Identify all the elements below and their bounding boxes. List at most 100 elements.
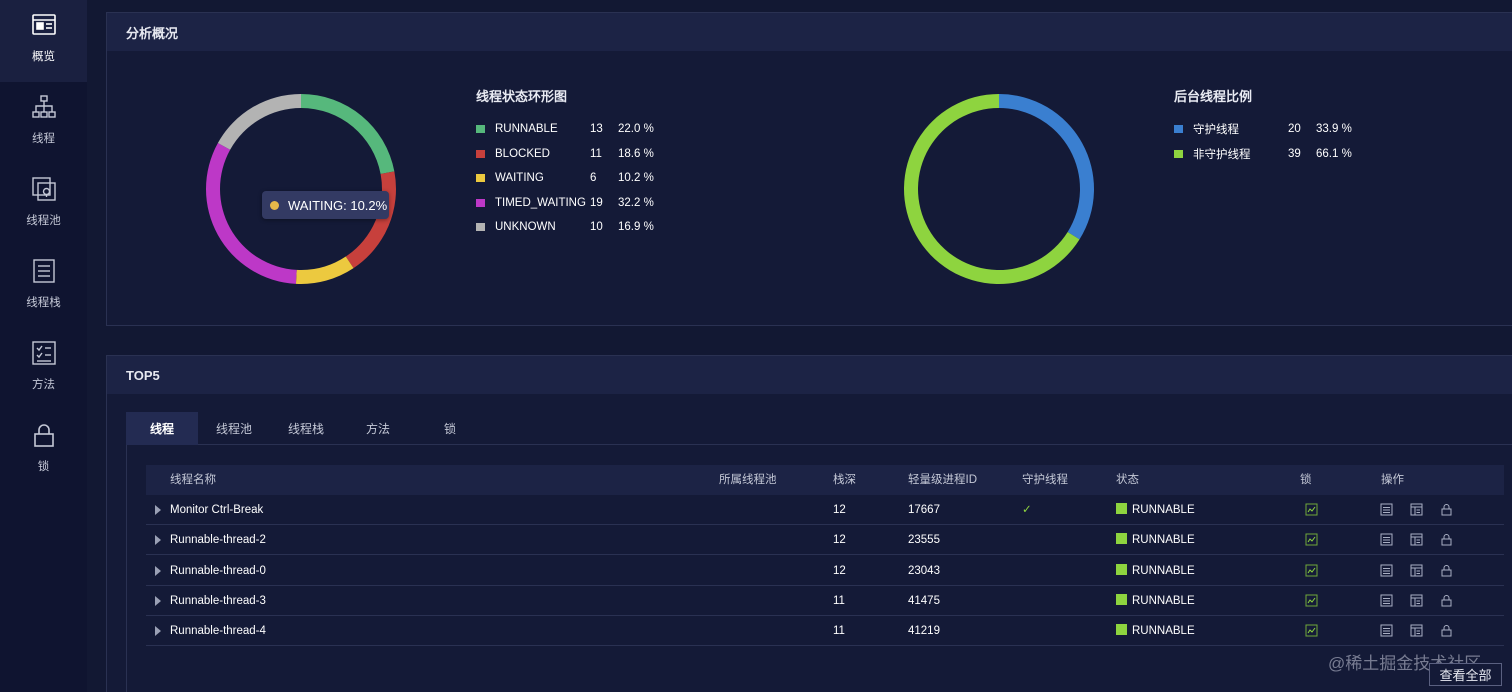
view-details-icon[interactable]: [1410, 594, 1423, 607]
daemon-legend-item[interactable]: 非守护线程 39 66.1 %: [1174, 146, 1374, 162]
state-text: RUNNABLE: [1132, 625, 1195, 638]
col-daemon[interactable]: 守护线程: [1022, 474, 1068, 486]
lock-chart-icon[interactable]: [1305, 533, 1318, 546]
legend-swatch: [476, 198, 485, 207]
state-slice-timed-waiting[interactable]: [206, 142, 297, 284]
legend-count: 11: [590, 147, 602, 160]
col-stack-depth[interactable]: 栈深: [833, 474, 856, 486]
legend-label: RUNNABLE: [495, 123, 558, 135]
cell-state: RUNNABLE: [1116, 525, 1195, 555]
cell-stack-depth: 12: [833, 504, 846, 516]
sidebar-item-lock[interactable]: 锁: [0, 410, 87, 492]
top5-tabs: 线程 线程池 线程栈 方法 锁: [126, 412, 1512, 445]
tab-thread-stack[interactable]: 线程栈: [287, 422, 324, 436]
daemon-legend-item[interactable]: 守护线程 20 33.9 %: [1174, 121, 1374, 137]
cell-thread-name: Runnable-thread-0: [170, 564, 266, 577]
table-row[interactable]: Runnable-thread-0 12 23043 RUNNABLE: [146, 556, 1504, 586]
tab-thread-pool[interactable]: 线程池: [215, 422, 252, 436]
row-lock-icon[interactable]: [1440, 624, 1453, 637]
daemon-ratio-donut: [904, 94, 1094, 284]
daemon-slice-守护线程[interactable]: [999, 94, 1094, 240]
view-details-icon[interactable]: [1410, 624, 1423, 637]
cell-lwp-id: 23555: [908, 534, 940, 547]
row-lock-icon[interactable]: [1440, 594, 1453, 607]
view-stack-icon[interactable]: [1380, 564, 1393, 577]
view-stack-icon[interactable]: [1380, 624, 1393, 637]
view-stack-icon[interactable]: [1380, 533, 1393, 546]
legend-swatch: [476, 149, 485, 158]
legend-swatch: [476, 174, 485, 182]
table-row[interactable]: Runnable-thread-4 11 41219 RUNNABLE: [146, 616, 1504, 647]
state-slice-blocked[interactable]: [345, 171, 396, 269]
state-text: RUNNABLE: [1132, 534, 1195, 547]
view-all-button[interactable]: 查看全部: [1429, 663, 1502, 686]
state-legend-item[interactable]: TIMED_WAITING 19 32.2 %: [476, 195, 676, 211]
state-legend-item[interactable]: RUNNABLE 13 22.0 %: [476, 121, 676, 137]
state-legend-item[interactable]: WAITING 6 10.2 %: [476, 170, 676, 186]
sidebar-item-thread-stack[interactable]: 线程栈: [0, 246, 87, 328]
col-pool[interactable]: 所属线程池: [719, 474, 777, 486]
cell-thread-name: Monitor Ctrl-Break: [170, 504, 264, 516]
legend-count: 10: [590, 221, 603, 233]
tab-lock[interactable]: 锁: [443, 422, 456, 436]
expand-row-caret[interactable]: [155, 626, 161, 637]
state-text: RUNNABLE: [1132, 564, 1195, 577]
expand-row-caret[interactable]: [155, 565, 161, 576]
view-details-icon[interactable]: [1410, 564, 1423, 577]
col-lwp-id[interactable]: 轻量级进程ID: [908, 474, 977, 486]
lock-chart-icon[interactable]: [1305, 503, 1318, 516]
thread-state-donut: [206, 94, 396, 284]
sidebar-item-method[interactable]: 方法: [0, 328, 87, 410]
top5-title: TOP5: [107, 356, 1512, 394]
legend-count: 39: [1288, 147, 1301, 160]
expand-row-caret[interactable]: [155, 505, 161, 515]
legend-label: 非守护线程: [1193, 148, 1251, 161]
tab-thread[interactable]: 线程: [126, 412, 198, 445]
legend-label: 守护线程: [1193, 124, 1239, 136]
legend-count: 19: [590, 196, 603, 209]
col-lock: 锁: [1300, 474, 1312, 486]
view-stack-icon[interactable]: [1380, 594, 1393, 607]
table-row[interactable]: Runnable-thread-3 11 41475 RUNNABLE: [146, 586, 1504, 616]
cell-thread-name: Runnable-thread-4: [170, 625, 266, 638]
lock-chart-icon[interactable]: [1305, 624, 1318, 637]
state-legend-item[interactable]: UNKNOWN 10 16.9 %: [476, 219, 676, 235]
state-text: RUNNABLE: [1132, 504, 1195, 516]
state-slice-runnable[interactable]: [301, 94, 395, 174]
col-state[interactable]: 状态: [1116, 474, 1139, 486]
top5-table: 线程名称 所属线程池 栈深 轻量级进程ID 守护线程 状态 锁 操作 Monit…: [126, 445, 1512, 692]
cell-stack-depth: 11: [833, 594, 845, 607]
legend-percent: 10.2 %: [618, 172, 654, 184]
state-slice-unknown[interactable]: [217, 94, 301, 150]
row-lock-icon[interactable]: [1440, 533, 1453, 546]
col-thread-name[interactable]: 线程名称: [170, 474, 216, 486]
table-row[interactable]: Monitor Ctrl-Break 12 17667 ✓ RUNNABLE: [146, 495, 1504, 525]
tab-method[interactable]: 方法: [365, 422, 390, 436]
legend-count: 6: [590, 172, 597, 184]
cell-stack-depth: 12: [833, 564, 846, 577]
row-lock-icon[interactable]: [1440, 503, 1453, 516]
view-stack-icon[interactable]: [1380, 503, 1393, 516]
cell-daemon-check: ✓: [1022, 504, 1032, 516]
state-swatch: [1116, 533, 1127, 545]
expand-row-caret[interactable]: [155, 595, 161, 606]
sidebar-item-overview[interactable]: 概览: [0, 0, 87, 82]
sidebar-item-thread-pool[interactable]: 线程池: [0, 164, 87, 246]
lock-chart-icon[interactable]: [1305, 594, 1318, 607]
view-details-icon[interactable]: [1410, 533, 1423, 546]
view-details-icon[interactable]: [1410, 503, 1423, 516]
sidebar-item-thread[interactable]: 线程: [0, 82, 87, 164]
sidebar-item-label: 锁: [37, 461, 50, 473]
state-slice-waiting[interactable]: [295, 256, 354, 284]
lock-chart-icon[interactable]: [1305, 564, 1318, 577]
method-checklist-icon: [31, 341, 56, 365]
sidebar-item-label: 概览: [32, 51, 55, 63]
expand-row-caret[interactable]: [155, 535, 161, 546]
sidebar-item-label: 线程池: [26, 215, 61, 227]
table-row[interactable]: Runnable-thread-2 12 23555 RUNNABLE: [146, 525, 1504, 556]
state-legend-item[interactable]: BLOCKED 11 18.6 %: [476, 146, 676, 162]
legend-swatch: [1174, 125, 1183, 133]
cell-lwp-id: 41475: [908, 594, 940, 607]
legend-percent: 33.9 %: [1316, 123, 1352, 135]
row-lock-icon[interactable]: [1440, 564, 1453, 577]
